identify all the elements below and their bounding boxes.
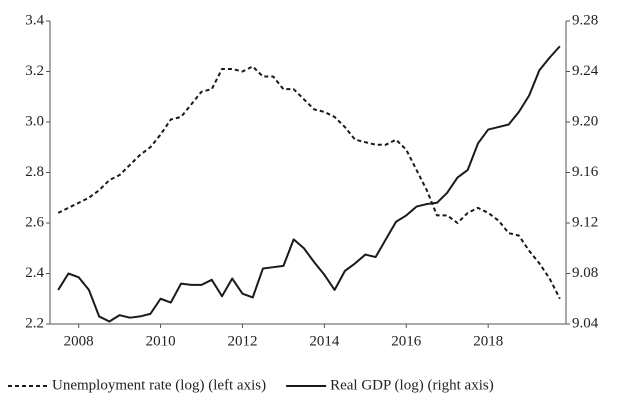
y-tick-label: 3.2: [25, 63, 44, 79]
y2-tick-label: 9.04: [572, 315, 599, 331]
y-tick-label: 3.0: [25, 113, 44, 129]
y-tick-label: 3.4: [25, 12, 44, 28]
legend-label: Real GDP (log) (right axis): [330, 377, 494, 393]
y2-tick-label: 9.08: [572, 265, 598, 281]
x-tick-label: 2016: [391, 333, 422, 349]
y2-tick-label: 9.16: [572, 164, 599, 180]
y-tick-label: 2.2: [25, 315, 44, 331]
x-tick-label: 2010: [146, 333, 176, 349]
series-line: [57, 45, 561, 323]
x-tick-label: 2014: [309, 333, 340, 349]
y2-tick-label: 9.24: [572, 63, 599, 79]
y2-tick-label: 9.20: [572, 113, 598, 129]
y-tick-label: 2.8: [25, 164, 44, 180]
y-tick-label: 2.4: [25, 265, 44, 281]
x-tick-label: 2018: [473, 333, 503, 349]
legend-label: Unemployment rate (log) (left axis): [52, 377, 266, 393]
x-tick-label: 2008: [64, 333, 94, 349]
y2-tick-label: 9.28: [572, 12, 598, 28]
series-line: [57, 65, 561, 300]
y2-tick-label: 9.12: [572, 214, 598, 230]
x-tick-label: 2012: [227, 333, 257, 349]
y-tick-label: 2.6: [25, 214, 44, 230]
